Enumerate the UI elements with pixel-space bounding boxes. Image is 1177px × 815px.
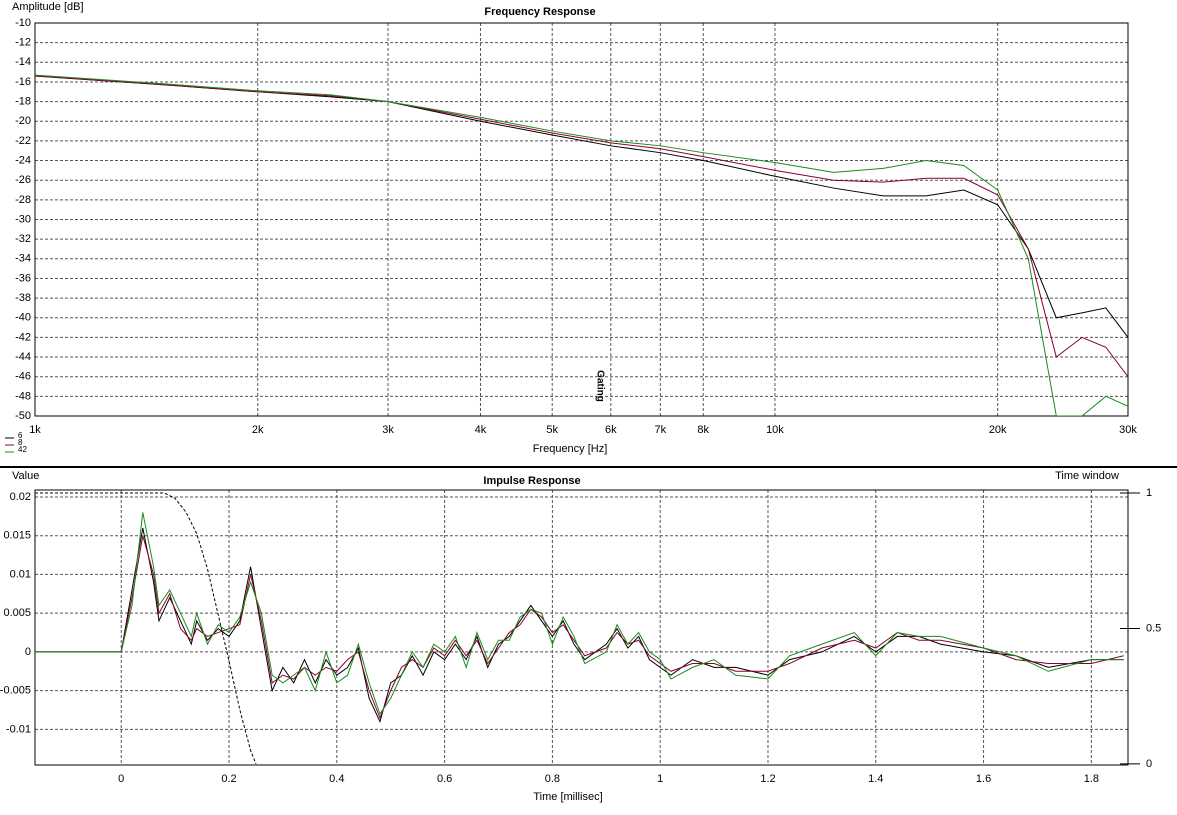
y-tick-label: -14: [15, 56, 31, 68]
x-tick-label: 0.4: [329, 773, 344, 785]
y-tick-label: -36: [15, 272, 31, 284]
y2-tick-label: 0.5: [1146, 622, 1161, 634]
x-tick-label: 1.2: [760, 773, 775, 785]
x-tick-label: 0.8: [545, 773, 560, 785]
x-tick-label: 2k: [252, 424, 264, 436]
x-tick-label: 1.4: [868, 773, 883, 785]
y-tick-label: -20: [15, 115, 31, 127]
x-tick-label: 0: [118, 773, 124, 785]
x-tick-label: 0.2: [221, 773, 236, 785]
x-tick-label: 1k: [29, 424, 41, 436]
x-tick-label: 5k: [546, 424, 558, 436]
y-tick-label: -10: [15, 17, 31, 29]
y-tick-label: -22: [15, 135, 31, 147]
series-line: [35, 75, 1128, 338]
y-tick-label: -34: [15, 253, 31, 265]
y-axis-label: Value: [12, 470, 39, 482]
series-line: [35, 75, 1128, 378]
x-tick-label: 4k: [475, 424, 487, 436]
chart-title: Frequency Response: [484, 6, 595, 18]
series-line: [35, 492, 257, 765]
x-tick-label: 1.8: [1084, 773, 1099, 785]
legend-label: 6: [18, 431, 23, 440]
series-line: [35, 512, 1124, 715]
y-tick-label: 0.005: [3, 607, 31, 619]
x-axis-label: Time [millisec]: [533, 791, 602, 803]
y-tick-label: -38: [15, 292, 31, 304]
y-tick-label: 0.02: [10, 491, 31, 503]
y-tick-label: -26: [15, 174, 31, 186]
y-tick-label: 0.015: [3, 530, 31, 542]
y-tick-label: -32: [15, 233, 31, 245]
y-tick-label: -44: [15, 351, 31, 363]
series-line: [35, 74, 1128, 416]
y-tick-label: -30: [15, 213, 31, 225]
y-tick-label: 0.01: [10, 568, 31, 580]
x-axis-label: Frequency [Hz]: [533, 443, 608, 455]
x-tick-label: 1: [657, 773, 663, 785]
y-tick-label: -12: [15, 37, 31, 49]
x-tick-label: 7k: [655, 424, 667, 436]
x-tick-label: 1.6: [976, 773, 991, 785]
y-tick-label: -46: [15, 371, 31, 383]
x-tick-label: 10k: [766, 424, 784, 436]
plot-frame: [34, 489, 1129, 766]
plot-frame: [34, 22, 1129, 417]
y-tick-label: -42: [15, 331, 31, 343]
chart-title: Impulse Response: [483, 475, 580, 487]
y2-tick-label: 0: [1146, 758, 1152, 770]
y-tick-label: 0: [25, 646, 31, 658]
series-line: [35, 535, 1124, 720]
y-axis-label: Amplitude [dB]: [12, 1, 84, 13]
y-tick-label: -48: [15, 390, 31, 402]
y2-tick-label: 1: [1146, 487, 1152, 499]
y-tick-label: -18: [15, 96, 31, 108]
y-tick-label: -0.005: [0, 685, 31, 697]
x-tick-label: 8k: [697, 424, 709, 436]
y-tick-label: -24: [15, 154, 31, 166]
x-tick-label: 30k: [1119, 424, 1137, 436]
y-tick-label: -0.01: [6, 723, 31, 735]
x-tick-label: 6k: [605, 424, 617, 436]
x-tick-label: 0.6: [437, 773, 452, 785]
annotation: Gating: [594, 370, 605, 402]
legend-label: 8: [18, 438, 23, 447]
y-tick-label: -28: [15, 194, 31, 206]
legend-label: 42: [18, 445, 27, 454]
y-tick-label: -50: [15, 410, 31, 422]
y-tick-label: -40: [15, 312, 31, 324]
x-tick-label: 3k: [382, 424, 394, 436]
y-tick-label: -16: [15, 76, 31, 88]
x-tick-label: 20k: [989, 424, 1007, 436]
y2-axis-label: Time window: [1055, 470, 1119, 482]
